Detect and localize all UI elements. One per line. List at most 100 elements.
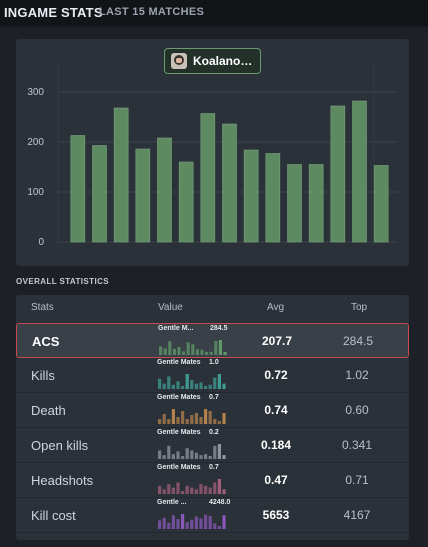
sparkline-bar	[208, 411, 212, 424]
sparkline-max-value: 0.7	[209, 394, 219, 401]
acs-bar-match-2[interactable]	[92, 145, 107, 243]
sparkline-bar	[168, 341, 172, 355]
sparkline-bar	[200, 349, 204, 355]
sparkline-bar	[217, 421, 221, 424]
acs-bar-match-8[interactable]	[222, 123, 237, 243]
sparkline-bar	[199, 382, 203, 389]
sparkline-bar	[171, 409, 175, 424]
sparkline-bar	[158, 520, 162, 529]
stat-row-kills[interactable]: Kills Gentle Mates 1.0 0.72 1.02	[16, 358, 409, 393]
sparkline-bar	[194, 452, 198, 459]
page-title: INGAME STATS	[4, 5, 103, 20]
stat-name: Headshots	[31, 473, 94, 488]
acs-bar-match-5[interactable]	[157, 137, 172, 243]
sparkline-bar	[176, 417, 180, 424]
col-header-avg: Avg	[267, 302, 285, 313]
acs-bar-match-15[interactable]	[373, 165, 389, 243]
acs-bar-match-4[interactable]	[135, 148, 151, 243]
sparkline-bar	[204, 386, 208, 389]
stat-average: 0.47	[264, 473, 288, 487]
stat-name: Death	[31, 403, 66, 418]
acs-bar-match-9[interactable]	[243, 149, 259, 243]
sparkline-chart	[158, 479, 226, 494]
acs-bar-match-10[interactable]	[265, 153, 281, 243]
sparkline-bar	[199, 518, 203, 529]
sparkline-bar	[191, 344, 195, 355]
sparkline-bar	[222, 383, 226, 389]
stat-average: 0.184	[260, 438, 292, 452]
sparkline-chart	[159, 340, 227, 355]
sparkline-bar	[181, 386, 185, 389]
sparkline-bar	[190, 415, 194, 424]
stat-average: 0.74	[264, 403, 288, 417]
page-header: INGAME STATS LAST 15 MATCHES	[0, 0, 428, 26]
sparkline-bar	[181, 514, 185, 529]
sparkline-bar	[194, 489, 198, 494]
sparkline-bar	[158, 419, 162, 424]
stat-average: 0.72	[264, 368, 288, 382]
sparkline-bar	[171, 515, 175, 529]
sparkline-bar	[194, 516, 198, 529]
acs-bar-match-14[interactable]	[352, 100, 367, 243]
sparkline-bar	[171, 487, 175, 494]
acs-bar-match-11[interactable]	[287, 164, 302, 243]
acs-bar-match-12[interactable]	[308, 164, 324, 243]
col-header-stats: Stats	[31, 302, 54, 313]
sparkline-bar	[208, 384, 212, 389]
sparkline-bar	[190, 519, 194, 529]
sparkline-bar	[213, 419, 217, 424]
y-tick-label: 300	[27, 87, 44, 98]
stat-name: Open kills	[31, 438, 89, 453]
player-selector[interactable]: Koalano…	[164, 48, 261, 74]
stat-row-headshots[interactable]: Headshots Gentle Mates 0.7 0.47 0.71	[16, 463, 409, 498]
sparkline-bar	[167, 445, 171, 459]
sparkline-team-label: Gentle Mates	[157, 464, 201, 471]
sparkline-bar	[217, 374, 221, 389]
sparkline-chart	[158, 409, 226, 424]
stat-row-kill-cost[interactable]: Kill cost Gentle ... 4248.0 5653 4167	[16, 498, 409, 533]
sparkline-bar	[204, 454, 208, 459]
sparkline-bar	[171, 384, 175, 389]
sparkline-bar	[217, 479, 221, 494]
stat-top: 0.341	[341, 438, 373, 452]
sparkline-bar	[213, 482, 217, 494]
sparkline-bar	[208, 487, 212, 494]
sparkline-bar	[199, 417, 203, 424]
sparkline-bar	[158, 450, 162, 459]
stat-average: 5653	[262, 508, 290, 522]
sparkline-bar	[158, 378, 162, 389]
sparkline-bar	[208, 515, 212, 529]
sparkline-bar	[222, 455, 226, 459]
sparkline-bar	[213, 377, 217, 389]
acs-bar-match-6[interactable]	[178, 161, 194, 243]
acs-bar-chart: 0 100 200 300	[27, 63, 397, 248]
stat-row-open-kills[interactable]: Open kills Gentle Mates 0.2 0.184 0.341	[16, 428, 409, 463]
acs-bar-match-1[interactable]	[70, 135, 86, 243]
stat-row-acs[interactable]: ACS Gentle M... 284.5 207.7 284.5	[16, 323, 409, 358]
sparkline-bar	[222, 489, 226, 494]
sparkline-bar	[176, 381, 180, 389]
sparkline-bar	[204, 514, 208, 529]
sparkline-chart	[158, 444, 226, 459]
chart-container: 0 100 200 300	[16, 39, 409, 266]
acs-bar-match-3[interactable]	[113, 107, 129, 243]
sparkline-bar	[190, 487, 194, 494]
sparkline-bar	[213, 445, 217, 459]
stat-name: Kill cost	[31, 508, 76, 523]
y-tick-label: 100	[27, 187, 44, 198]
stat-row-death[interactable]: Death Gentle Mates 0.7 0.74 0.60	[16, 393, 409, 428]
stat-top: 0.60	[345, 403, 369, 417]
sparkline-bar	[185, 448, 189, 459]
stat-average: 207.7	[261, 334, 293, 348]
sparkline-bar	[185, 374, 189, 389]
sparkline-bar	[194, 413, 198, 424]
sparkline-bar	[181, 491, 185, 494]
sparkline-bar	[209, 351, 213, 355]
sparkline-bar	[214, 340, 218, 355]
stat-name: ACS	[32, 334, 60, 349]
sparkline-bar	[222, 413, 226, 424]
overall-statistics-title: OVERALL STATISTICS	[16, 277, 109, 286]
acs-bar-match-13[interactable]	[330, 105, 346, 243]
acs-bar-match-7[interactable]	[200, 113, 216, 243]
sparkline-bar	[218, 340, 222, 355]
